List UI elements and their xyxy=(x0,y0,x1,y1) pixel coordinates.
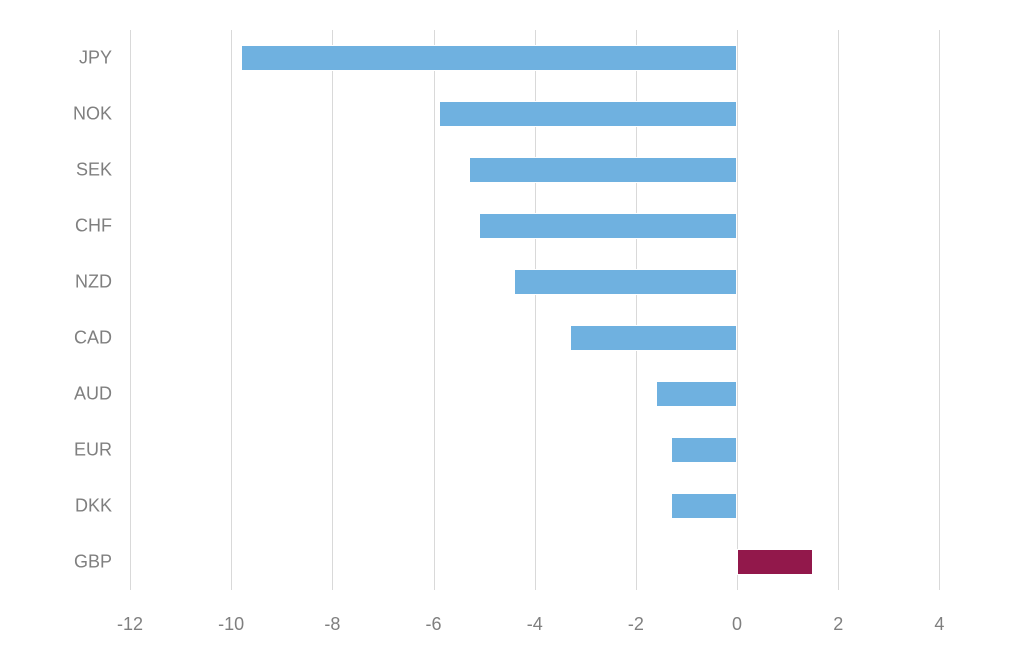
x-tick-label: -6 xyxy=(426,614,442,635)
y-tick-label: AUD xyxy=(74,384,112,405)
y-tick-label: NZD xyxy=(75,272,112,293)
currency-bar-chart: -12 -10 -8 -6 -4 -2 0 2 4 JPY NOK SEK CHF NZD CAD AUD EU… xyxy=(0,0,1024,646)
y-tick-label: CAD xyxy=(74,328,112,349)
bar-jpy xyxy=(241,45,737,72)
bar-aud xyxy=(656,381,737,408)
bar-eur xyxy=(671,437,737,464)
y-tick-label: SEK xyxy=(76,160,112,181)
y-tick-label: CHF xyxy=(75,216,112,237)
y-tick-label: DKK xyxy=(75,496,112,517)
gridline xyxy=(130,30,131,590)
plot-area xyxy=(130,30,990,590)
y-tick-label: JPY xyxy=(79,48,112,69)
bar-nok xyxy=(439,101,737,128)
x-tick-label: -10 xyxy=(218,614,244,635)
x-tick-label: -2 xyxy=(628,614,644,635)
bar-dkk xyxy=(671,493,737,520)
x-tick-label: -12 xyxy=(117,614,143,635)
gridline xyxy=(939,30,940,590)
gridline xyxy=(332,30,333,590)
x-tick-label: -8 xyxy=(324,614,340,635)
bar-gbp xyxy=(737,549,813,576)
gridline xyxy=(231,30,232,590)
gridline xyxy=(434,30,435,590)
y-tick-label: NOK xyxy=(73,104,112,125)
x-tick-label: -4 xyxy=(527,614,543,635)
y-tick-label: EUR xyxy=(74,440,112,461)
x-tick-label: 0 xyxy=(732,614,742,635)
x-tick-label: 2 xyxy=(833,614,843,635)
bar-nzd xyxy=(514,269,737,296)
x-tick-label: 4 xyxy=(934,614,944,635)
bar-sek xyxy=(469,157,737,184)
y-tick-label: GBP xyxy=(74,552,112,573)
gridline xyxy=(838,30,839,590)
bar-chf xyxy=(479,213,737,240)
gridline xyxy=(737,30,738,590)
bar-cad xyxy=(570,325,737,352)
